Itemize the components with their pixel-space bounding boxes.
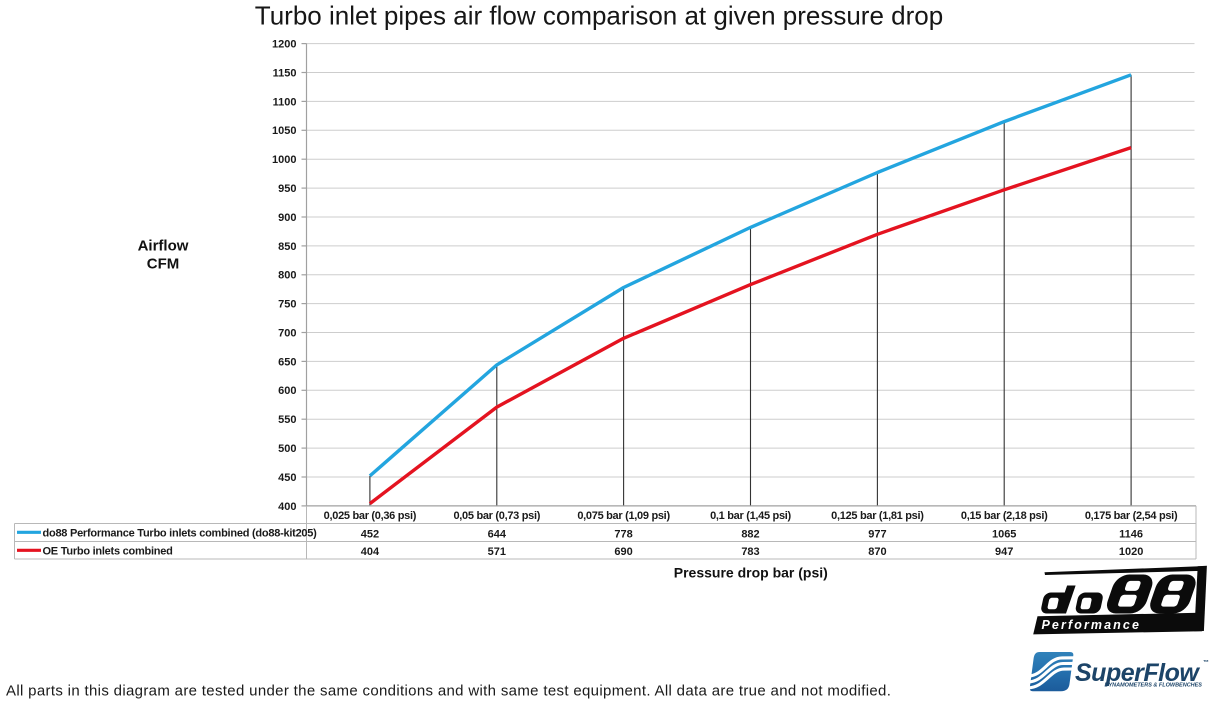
- svg-text:400: 400: [278, 501, 296, 513]
- svg-text:870: 870: [868, 546, 886, 558]
- svg-text:452: 452: [361, 528, 379, 540]
- svg-text:0,1 bar (1,45 psi): 0,1 bar (1,45 psi): [710, 510, 791, 522]
- svg-text:882: 882: [741, 528, 759, 540]
- svg-text:1050: 1050: [272, 125, 296, 137]
- svg-text:Performance: Performance: [1042, 618, 1142, 632]
- svg-text:DYNAMOMETERS & FLOWBENCHES: DYNAMOMETERS & FLOWBENCHES: [1105, 683, 1203, 689]
- svg-text:1000: 1000: [272, 154, 296, 166]
- svg-text:450: 450: [278, 472, 296, 484]
- svg-text:Airflow: Airflow: [138, 238, 189, 255]
- svg-text:1100: 1100: [273, 96, 297, 108]
- svg-text:500: 500: [278, 443, 296, 455]
- svg-text:CFM: CFM: [147, 255, 180, 272]
- svg-text:600: 600: [278, 385, 296, 397]
- svg-text:do88 Performance Turbo inlets: do88 Performance Turbo inlets combined (…: [43, 527, 318, 539]
- svg-text:644: 644: [488, 528, 507, 540]
- svg-text:0,05 bar (0,73 psi): 0,05 bar (0,73 psi): [453, 510, 540, 522]
- svg-text:404: 404: [361, 546, 380, 558]
- svg-text:690: 690: [614, 546, 632, 558]
- svg-text:1146: 1146: [1119, 528, 1143, 540]
- svg-text:All parts in this diagram are: All parts in this diagram are tested und…: [6, 683, 891, 700]
- svg-text:650: 650: [278, 356, 296, 368]
- svg-text:0,175 bar (2,54 psi): 0,175 bar (2,54 psi): [1085, 510, 1178, 522]
- svg-text:571: 571: [488, 546, 506, 558]
- svg-text:OE Turbo inlets combined: OE Turbo inlets combined: [43, 545, 173, 557]
- svg-text:750: 750: [278, 299, 296, 311]
- svg-text:1020: 1020: [1119, 546, 1143, 558]
- svg-text:800: 800: [278, 270, 296, 282]
- svg-text:1065: 1065: [992, 528, 1016, 540]
- svg-text:977: 977: [868, 528, 886, 540]
- svg-text:900: 900: [278, 212, 296, 224]
- svg-text:850: 850: [278, 241, 296, 253]
- svg-text:0,025 bar (0,36 psi): 0,025 bar (0,36 psi): [324, 510, 417, 522]
- svg-text:550: 550: [278, 414, 296, 426]
- svg-text:™: ™: [1203, 659, 1209, 666]
- svg-text:700: 700: [278, 327, 296, 339]
- svg-text:778: 778: [614, 528, 632, 540]
- svg-text:Turbo inlet pipes air flow com: Turbo inlet pipes air flow comparison at…: [255, 1, 943, 31]
- svg-text:950: 950: [278, 183, 296, 195]
- svg-text:0,15 bar (2,18 psi): 0,15 bar (2,18 psi): [961, 510, 1048, 522]
- svg-text:SuperFlow: SuperFlow: [1075, 659, 1200, 687]
- svg-text:Pressure drop bar (psi): Pressure drop bar (psi): [674, 564, 828, 580]
- svg-text:1150: 1150: [273, 67, 297, 79]
- svg-text:0,125 bar (1,81 psi): 0,125 bar (1,81 psi): [831, 510, 924, 522]
- svg-text:0,075 bar (1,09 psi): 0,075 bar (1,09 psi): [577, 510, 670, 522]
- svg-text:1200: 1200: [272, 39, 296, 51]
- svg-text:783: 783: [741, 546, 759, 558]
- svg-text:947: 947: [995, 546, 1013, 558]
